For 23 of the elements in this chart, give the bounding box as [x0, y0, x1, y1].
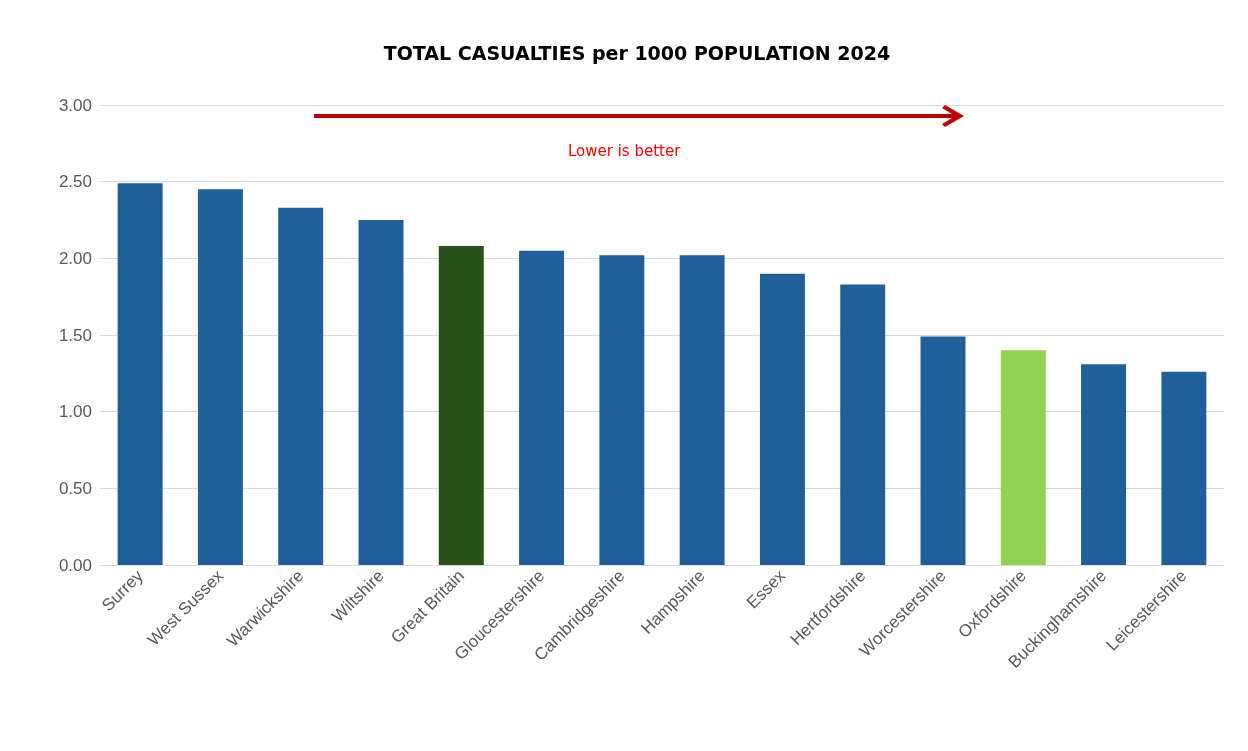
chart-title: TOTAL CASUALTIES per 1000 POPULATION 2024 [383, 41, 891, 64]
bar [438, 246, 484, 565]
bar [840, 284, 886, 565]
bar [358, 220, 404, 565]
y-tick-label: 0.50 [58, 478, 92, 498]
y-tick-label: 2.00 [58, 248, 92, 268]
annotation: Lower is better [568, 141, 682, 160]
y-tick-label: 0.00 [58, 555, 92, 575]
y-tick-label: 1.50 [58, 325, 92, 345]
bar [278, 207, 324, 565]
bar [679, 255, 725, 565]
bar [599, 255, 645, 565]
bar [519, 250, 565, 565]
y-tick-label: 3.00 [58, 95, 92, 115]
bar [197, 189, 243, 565]
bar [117, 183, 163, 565]
y-tick-label: 2.50 [58, 172, 92, 192]
bar [1161, 371, 1207, 565]
bar [920, 336, 966, 565]
y-tick-label: 1.00 [58, 402, 92, 422]
bar [759, 273, 805, 565]
bar [1081, 364, 1127, 565]
bar [1000, 350, 1046, 565]
